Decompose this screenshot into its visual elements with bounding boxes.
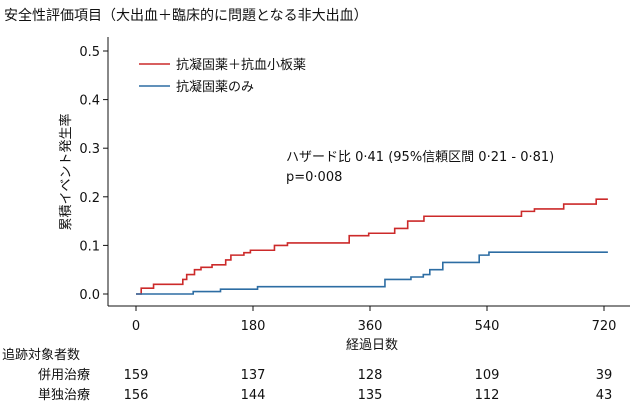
chart-title: 安全性評価項目（大出血＋臨床的に問題となる非大出血） xyxy=(4,7,368,24)
y-tick-label: 0.4 xyxy=(79,94,100,109)
risk-count-cell: 128 xyxy=(358,368,383,383)
risk-table: 追跡対象者数 併用治療 単独治療 159 137 128 109 39 156 144 135… xyxy=(2,347,612,403)
y-tick-label: 0.5 xyxy=(79,45,100,60)
single-therapy-line xyxy=(136,251,608,295)
risk-count-cell: 156 xyxy=(124,388,149,403)
y-tick-label: 0.0 xyxy=(79,288,100,303)
combo-therapy-line xyxy=(136,198,608,295)
x-tick-label: 720 xyxy=(592,319,617,334)
p-value-annotation: p=0·008 xyxy=(286,170,342,185)
risk-table-header: 追跡対象者数 xyxy=(2,347,80,363)
x-axis: 0 180 360 540 720 xyxy=(108,305,630,334)
risk-count-cell: 144 xyxy=(241,388,266,403)
legend-label-combo: 抗凝固薬＋抗血小板薬 xyxy=(176,57,306,73)
risk-count-cell: 137 xyxy=(241,368,266,383)
x-tick-label: 0 xyxy=(132,319,140,334)
y-tick-label: 0.3 xyxy=(79,142,100,157)
x-tick-label: 180 xyxy=(241,319,266,334)
risk-count-cell: 43 xyxy=(596,388,613,403)
x-tick-label: 360 xyxy=(358,319,383,334)
y-tick-label: 0.1 xyxy=(79,239,100,254)
risk-count-cell: 109 xyxy=(475,368,500,383)
y-tick-label: 0.2 xyxy=(79,191,100,206)
risk-count-cell: 135 xyxy=(358,388,383,403)
risk-count-cell: 39 xyxy=(596,368,613,383)
risk-row-label-single: 単独治療 xyxy=(38,387,90,403)
y-axis: 0.0 0.1 0.2 0.3 0.4 0.5 xyxy=(79,37,109,306)
hazard-ratio-annotation: ハザード比 0·41 (95%信頼区間 0·21 - 0·81) xyxy=(286,150,554,165)
series-lines xyxy=(136,198,608,295)
legend-label-single: 抗凝固薬のみ xyxy=(176,79,254,95)
y-axis-label: 累積イベント発生率 xyxy=(58,113,74,230)
legend: 抗凝固薬＋抗血小板薬 抗凝固薬のみ xyxy=(139,57,306,95)
risk-count-cell: 112 xyxy=(475,388,500,403)
x-tick-label: 540 xyxy=(475,319,500,334)
risk-row-label-combo: 併用治療 xyxy=(38,368,90,383)
x-axis-label: 経過日数 xyxy=(346,338,398,353)
risk-count-cell: 159 xyxy=(124,368,149,383)
